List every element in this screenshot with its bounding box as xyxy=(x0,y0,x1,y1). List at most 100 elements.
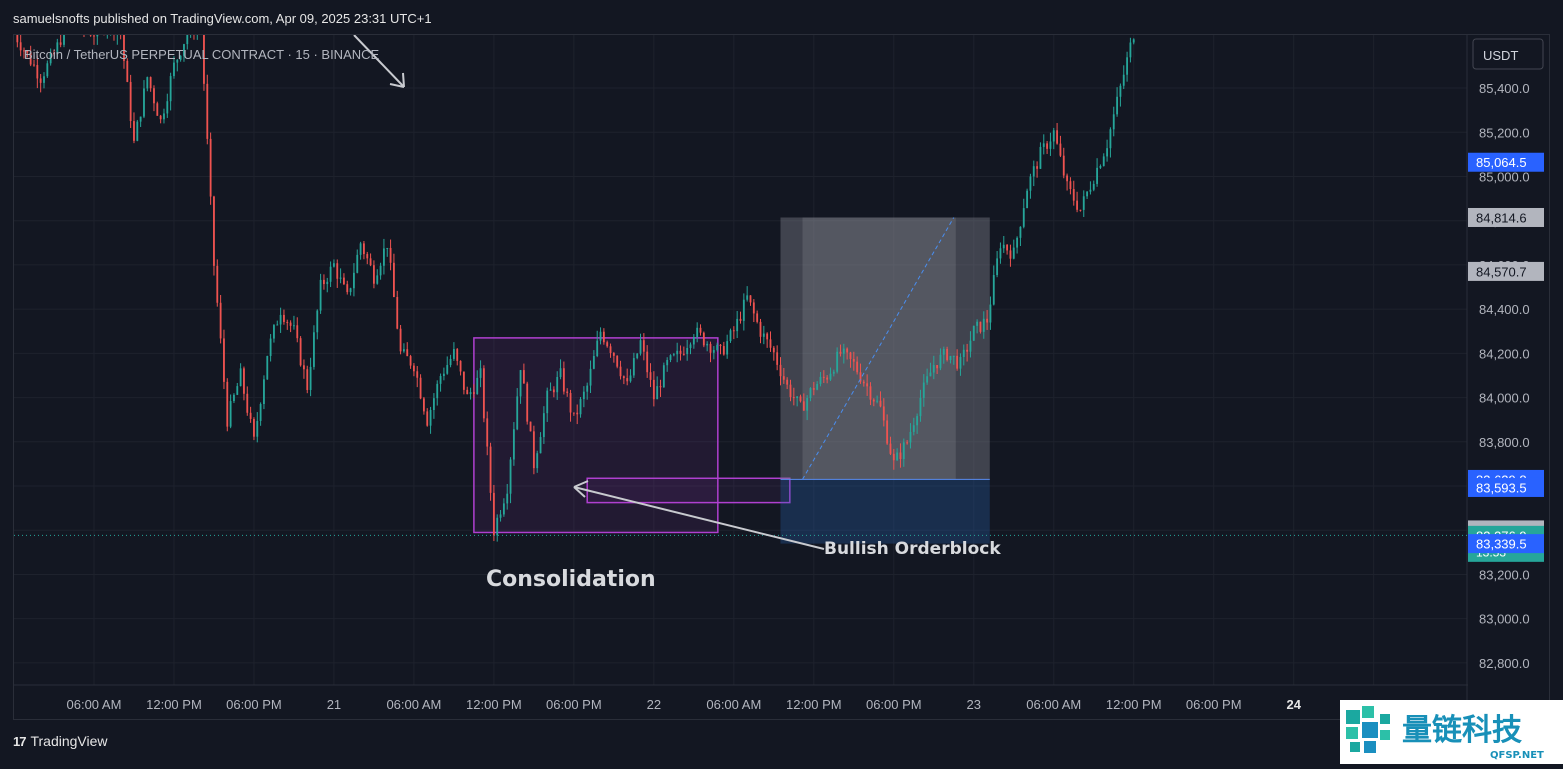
candle-body xyxy=(616,356,618,367)
price-tick-label: 82,800.0 xyxy=(1479,656,1530,671)
candle-body xyxy=(866,383,868,386)
candle-body xyxy=(270,339,272,356)
candle-body xyxy=(143,88,145,116)
candle-body xyxy=(136,122,138,141)
candle-body xyxy=(996,258,998,275)
time-tick-label: 06:00 AM xyxy=(386,697,441,712)
candle-body xyxy=(593,356,595,369)
candle-body xyxy=(213,197,215,266)
candle-body xyxy=(173,63,175,76)
candle-body xyxy=(553,389,555,392)
candle-body xyxy=(343,278,345,285)
candle-body xyxy=(163,113,165,119)
candle-body xyxy=(513,429,515,459)
candle-body xyxy=(793,397,795,398)
candle-body xyxy=(980,322,982,332)
candle-body xyxy=(1070,181,1072,189)
candle-body xyxy=(993,275,995,305)
candle-body xyxy=(240,368,242,386)
candle-body xyxy=(346,284,348,292)
candle-body xyxy=(643,340,645,351)
candle-body xyxy=(566,392,568,393)
candle-body xyxy=(370,258,372,265)
candle-body xyxy=(983,319,985,332)
candle-body xyxy=(810,388,812,398)
candle-body xyxy=(636,354,638,358)
candle-body xyxy=(776,352,778,365)
tradingview-logo[interactable]: 17 TradingView xyxy=(13,733,108,749)
time-tick-label: 06:00 PM xyxy=(866,697,922,712)
candle-body xyxy=(460,361,462,372)
candle-body xyxy=(353,273,355,288)
price-tick-label: 84,400.0 xyxy=(1479,302,1530,317)
candle-body xyxy=(786,380,788,385)
candle-body xyxy=(1116,97,1118,115)
candle-body xyxy=(536,453,538,468)
candle-body xyxy=(546,391,548,414)
candle-body xyxy=(826,378,828,380)
candle-body xyxy=(703,333,705,346)
candle-body xyxy=(503,503,505,514)
candle-body xyxy=(736,319,738,331)
orderblock-box xyxy=(587,478,790,502)
candle-body xyxy=(466,390,468,394)
candle-body xyxy=(1036,166,1038,169)
time-tick-label: 21 xyxy=(327,697,341,712)
candle-body xyxy=(170,76,172,101)
candle-body xyxy=(680,351,682,354)
candle-body xyxy=(266,356,268,379)
candle-body xyxy=(846,349,848,353)
candle-body xyxy=(870,386,872,399)
candle-body xyxy=(1040,147,1042,169)
candle-body xyxy=(276,324,278,325)
candle-body xyxy=(223,338,225,381)
candle-body xyxy=(630,375,632,381)
candle-body xyxy=(543,413,545,437)
candle-body xyxy=(366,254,368,258)
candle-body xyxy=(690,344,692,348)
candle-body xyxy=(863,382,865,384)
candle-body xyxy=(1080,210,1082,211)
candle-body xyxy=(766,334,768,340)
candle-body xyxy=(950,356,952,360)
candle-body xyxy=(350,288,352,292)
candle-body xyxy=(166,101,168,113)
candle-body xyxy=(1023,208,1025,227)
candle-body xyxy=(1026,191,1028,208)
candle-body xyxy=(613,353,615,356)
time-tick-label: 06:00 AM xyxy=(706,697,761,712)
candle-body xyxy=(96,35,98,36)
candle-body xyxy=(523,370,525,383)
stop-zone xyxy=(780,479,989,543)
candle-body xyxy=(520,370,522,396)
candle-body xyxy=(660,386,662,387)
candle-body xyxy=(273,325,275,339)
candle-body xyxy=(376,275,378,283)
time-tick-label: 06:00 AM xyxy=(1026,697,1081,712)
candle-body xyxy=(856,362,858,373)
candle-body xyxy=(373,265,375,284)
candle-body xyxy=(390,248,392,263)
candle-body xyxy=(1119,86,1121,97)
candle-body xyxy=(563,368,565,391)
candle-body xyxy=(186,35,188,44)
candle-body xyxy=(1053,130,1055,141)
candle-body xyxy=(293,325,295,326)
publish-header: samuelsnofts published on TradingView.co… xyxy=(0,0,1563,34)
candle-body xyxy=(913,425,915,432)
candle-body xyxy=(516,396,518,429)
candle-body xyxy=(816,384,818,390)
candle-body xyxy=(476,378,478,394)
candle-body xyxy=(976,322,978,326)
candle-body xyxy=(570,393,572,413)
price-tick-label: 83,000.0 xyxy=(1479,612,1530,627)
candle-body xyxy=(580,399,582,414)
candle-body xyxy=(1013,248,1015,259)
tradingview-logo-icon: 17 xyxy=(13,734,25,749)
candle-body xyxy=(743,300,745,321)
candle-body xyxy=(260,404,262,421)
candle-body xyxy=(653,380,655,399)
candle-body xyxy=(873,400,875,402)
